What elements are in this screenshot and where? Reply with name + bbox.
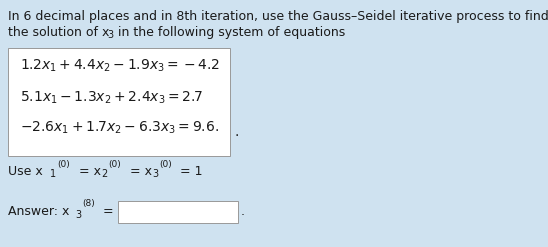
- Text: .: .: [234, 125, 238, 139]
- Text: 3: 3: [107, 30, 113, 40]
- Text: (0): (0): [159, 160, 172, 169]
- Text: 1: 1: [50, 169, 56, 179]
- FancyBboxPatch shape: [118, 201, 238, 223]
- Text: the solution of x: the solution of x: [8, 26, 110, 39]
- Text: = x: = x: [130, 165, 152, 178]
- Text: In 6 decimal places and in 8th iteration, use the Gauss–Seidel iterative process: In 6 decimal places and in 8th iteration…: [8, 10, 548, 23]
- Text: (0): (0): [57, 160, 70, 169]
- Text: Use x: Use x: [8, 165, 43, 178]
- Text: 2: 2: [101, 169, 107, 179]
- Text: (0): (0): [108, 160, 121, 169]
- Text: $5.1x_1 - 1.3x_2 + 2.4x_3 = 2.7$: $5.1x_1 - 1.3x_2 + 2.4x_3 = 2.7$: [20, 90, 203, 106]
- Text: .: .: [241, 205, 245, 218]
- Text: 3: 3: [152, 169, 158, 179]
- Text: Answer: x: Answer: x: [8, 205, 70, 218]
- Text: = 1: = 1: [180, 165, 203, 178]
- Text: =: =: [103, 205, 113, 218]
- Text: (8): (8): [82, 199, 95, 208]
- Text: $-2.6x_1 + 1.7x_2 - 6.3x_3 = 9.6.$: $-2.6x_1 + 1.7x_2 - 6.3x_3 = 9.6.$: [20, 120, 219, 136]
- Text: = x: = x: [79, 165, 101, 178]
- Text: 3: 3: [75, 210, 81, 220]
- Text: in the following system of equations: in the following system of equations: [114, 26, 345, 39]
- FancyBboxPatch shape: [8, 48, 230, 156]
- Text: $1.2x_1 + 4.4x_2 - 1.9x_3 = -4.2$: $1.2x_1 + 4.4x_2 - 1.9x_3 = -4.2$: [20, 58, 220, 74]
